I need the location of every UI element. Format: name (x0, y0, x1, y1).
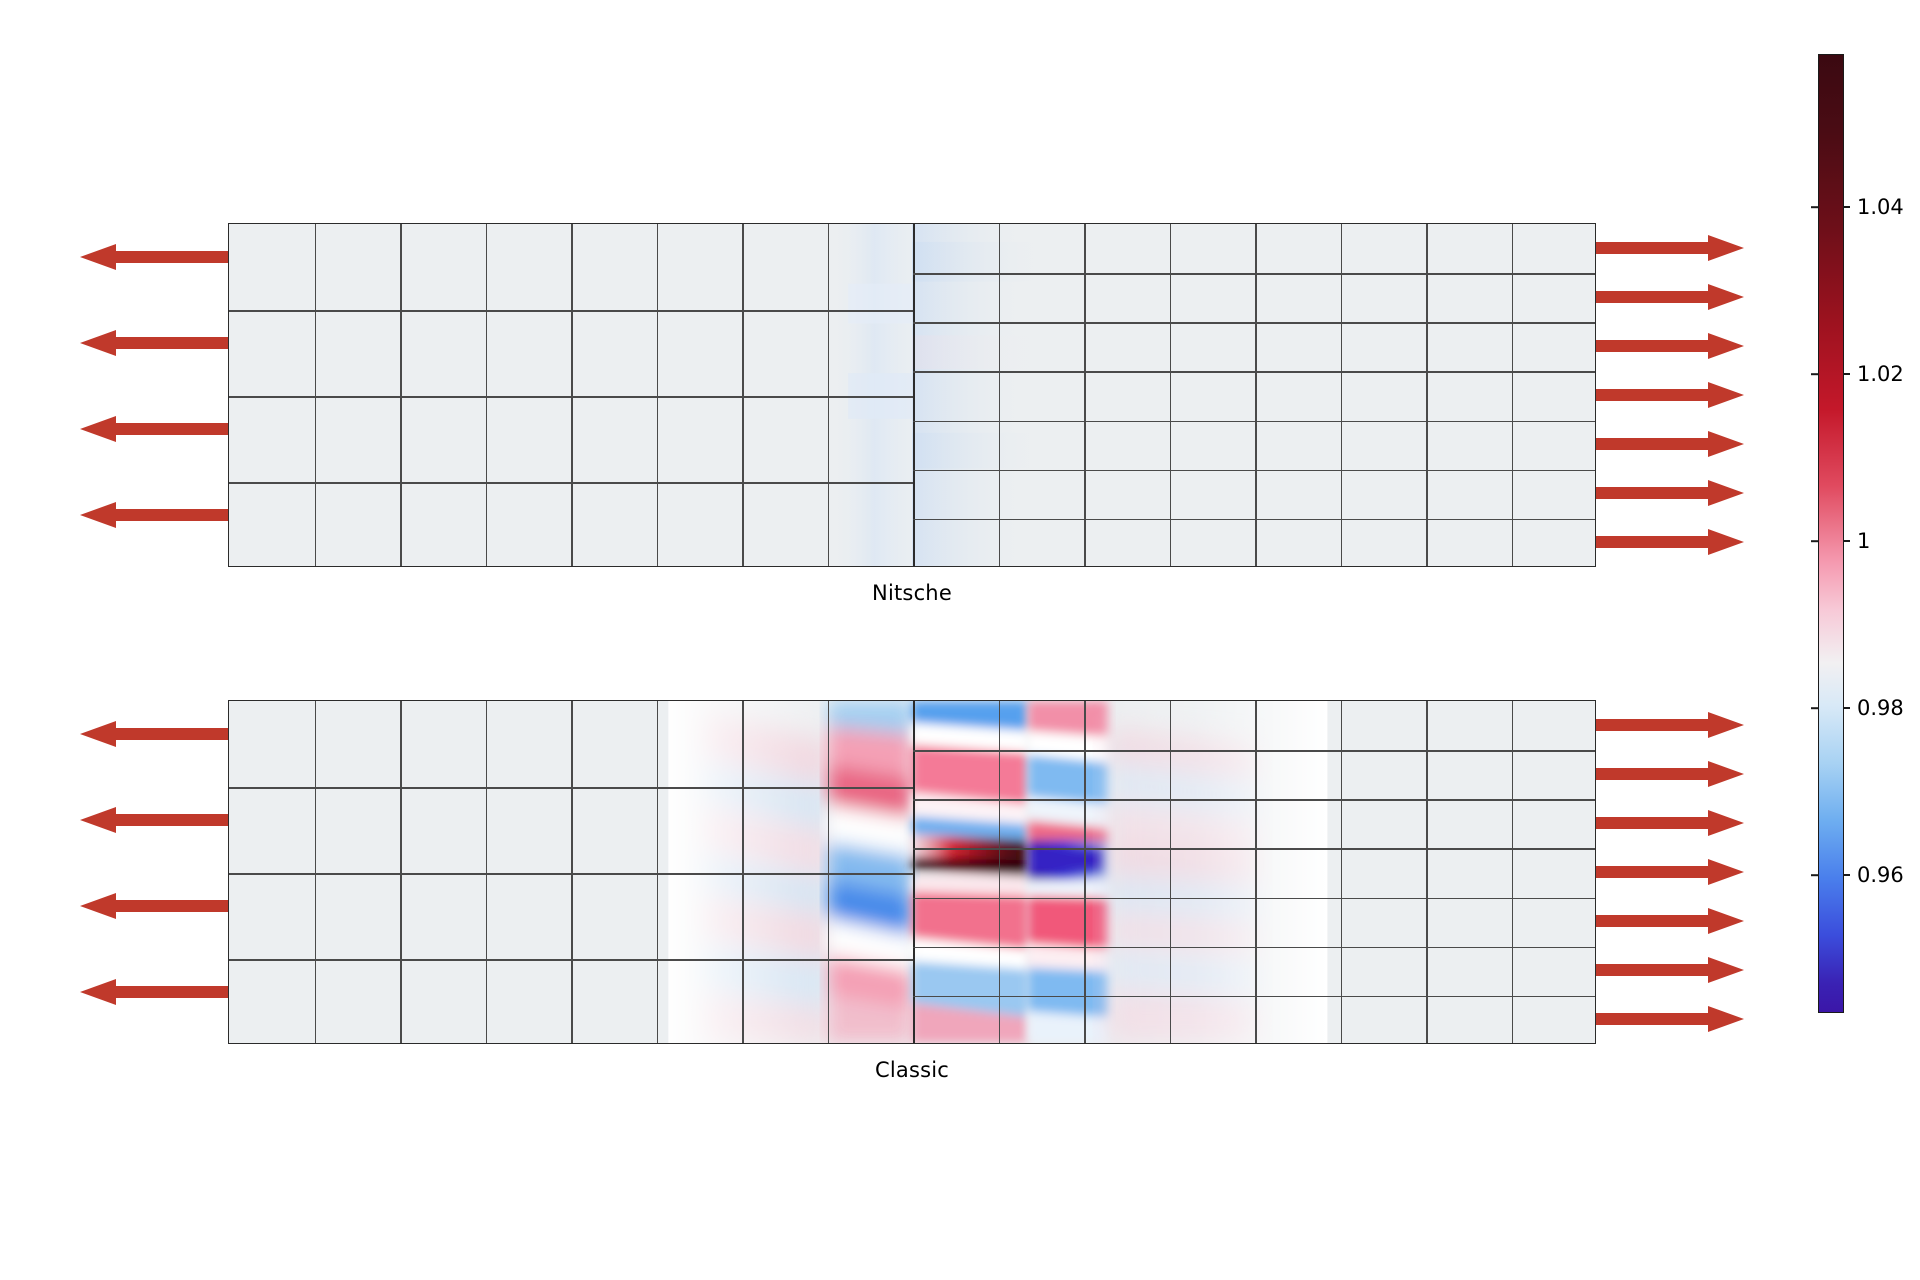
nitsche-left-vline-2 (400, 224, 402, 566)
classic-right-arrow-4 (1596, 859, 1744, 885)
nitsche-right-arrow-6 (1596, 480, 1744, 506)
panel-nitsche: Nitsche (228, 223, 1596, 605)
classic-right-hline-5 (913, 946, 1595, 949)
classic-left-hline-1 (229, 787, 913, 789)
nitsche-right-arrow-4 (1596, 382, 1744, 408)
classic-left-vline-6 (742, 701, 744, 1043)
classic-left-vline-2 (400, 701, 402, 1043)
nitsche-right-vline-2 (1084, 224, 1086, 566)
nitsche-right-arrow-3 (1596, 333, 1744, 359)
colorbar-innertick-5 (1811, 874, 1818, 876)
colorbar-tick-dash (1844, 707, 1850, 709)
nitsche-interface-line (913, 224, 915, 566)
nitsche-right-vline-1 (998, 224, 1000, 566)
colorbar-tick-dash (1844, 540, 1850, 542)
colorbar-tick-dash (1844, 206, 1850, 208)
classic-right-vline-7 (1511, 701, 1513, 1043)
classic-right-hline-6 (913, 995, 1595, 998)
classic-left-vline-1 (314, 701, 316, 1043)
nitsche-right-hline-4 (913, 420, 1595, 423)
nitsche-mesh (228, 223, 1596, 567)
colorbar[interactable]: 1.04 1.02 1 0.98 0.96 (1811, 54, 1904, 1013)
nitsche-right-hline-1 (913, 273, 1595, 275)
nitsche-left-arrow-1 (80, 244, 228, 270)
colorbar-innertick-1 (1811, 206, 1818, 208)
classic-right-arrow-1 (1596, 712, 1744, 738)
classic-right-vline-4 (1255, 701, 1257, 1043)
classic-left-vline-7 (827, 701, 829, 1043)
classic-left-arrow-4 (80, 979, 228, 1005)
nitsche-left-hline-1 (229, 310, 913, 312)
colorbar-tick-4: 0.98 (1844, 696, 1904, 720)
classic-right-vline-5 (1340, 701, 1342, 1043)
classic-right-hline-3 (913, 848, 1595, 850)
nitsche-left-hline-2 (229, 396, 913, 398)
classic-right-vline-2 (1084, 701, 1086, 1043)
nitsche-right-vline-6 (1426, 224, 1428, 566)
colorbar-gradient (1818, 54, 1844, 1013)
classic-left-vline-5 (656, 701, 658, 1043)
colorbar-tick-5: 0.96 (1844, 863, 1904, 887)
classic-right-hline-4 (913, 897, 1595, 900)
classic-left-vline-4 (571, 701, 573, 1043)
nitsche-panel-label: Nitsche (872, 581, 952, 605)
classic-left-arrow-1 (80, 721, 228, 747)
nitsche-right-arrow-1 (1596, 235, 1744, 261)
classic-right-arrow-7 (1596, 1006, 1744, 1032)
nitsche-left-arrow-2 (80, 330, 228, 356)
nitsche-right-hline-3 (913, 371, 1595, 373)
classic-right-arrow-2 (1596, 761, 1744, 787)
nitsche-left-vline-4 (571, 224, 573, 566)
nitsche-right-vline-4 (1255, 224, 1257, 566)
nitsche-left-hline-3 (229, 482, 913, 484)
nitsche-right-arrow-5 (1596, 431, 1744, 457)
classic-left-arrow-2 (80, 807, 228, 833)
classic-right-vline-3 (1169, 701, 1171, 1043)
nitsche-right-vline-5 (1340, 224, 1342, 566)
classic-right-arrow-5 (1596, 908, 1744, 934)
colorbar-tick-dash (1844, 874, 1850, 876)
classic-field-heatmap (668, 701, 1328, 1043)
panel-classic: Classic (228, 700, 1596, 1082)
nitsche-left-vline-6 (742, 224, 744, 566)
classic-panel-label: Classic (874, 1058, 950, 1082)
classic-right-hline-1 (913, 750, 1595, 752)
nitsche-left-arrow-4 (80, 502, 228, 528)
nitsche-right-arrow-7 (1596, 529, 1744, 555)
nitsche-right-hline-5 (913, 469, 1595, 472)
colorbar-tick-dash (1844, 373, 1850, 375)
classic-right-vline-6 (1426, 701, 1428, 1043)
classic-left-arrow-3 (80, 893, 228, 919)
nitsche-right-vline-3 (1169, 224, 1171, 566)
nitsche-left-vline-5 (656, 224, 658, 566)
colorbar-innertick-3 (1811, 540, 1818, 542)
colorbar-innertick-4 (1811, 707, 1818, 709)
nitsche-field-heatmap (828, 224, 1062, 566)
classic-mesh (228, 700, 1596, 1044)
colorbar-tick-3: 1 (1844, 529, 1870, 553)
classic-left-hline-3 (229, 959, 913, 961)
nitsche-left-vline-7 (827, 224, 829, 566)
nitsche-left-arrow-3 (80, 416, 228, 442)
nitsche-right-arrow-2 (1596, 284, 1744, 310)
classic-interface-line (913, 701, 915, 1043)
nitsche-right-hline-6 (913, 518, 1595, 521)
classic-left-vline-3 (485, 701, 487, 1043)
nitsche-left-vline-1 (314, 224, 316, 566)
colorbar-innertick-2 (1811, 373, 1818, 375)
nitsche-left-vline-3 (485, 224, 487, 566)
classic-right-arrow-6 (1596, 957, 1744, 983)
nitsche-right-hline-2 (913, 322, 1595, 324)
classic-right-arrow-3 (1596, 810, 1744, 836)
classic-left-hline-2 (229, 873, 913, 875)
colorbar-tick-2: 1.02 (1844, 362, 1904, 386)
classic-right-vline-1 (998, 701, 1000, 1043)
colorbar-tick-1: 1.04 (1844, 195, 1904, 219)
classic-right-hline-2 (913, 799, 1595, 801)
nitsche-right-vline-7 (1511, 224, 1513, 566)
